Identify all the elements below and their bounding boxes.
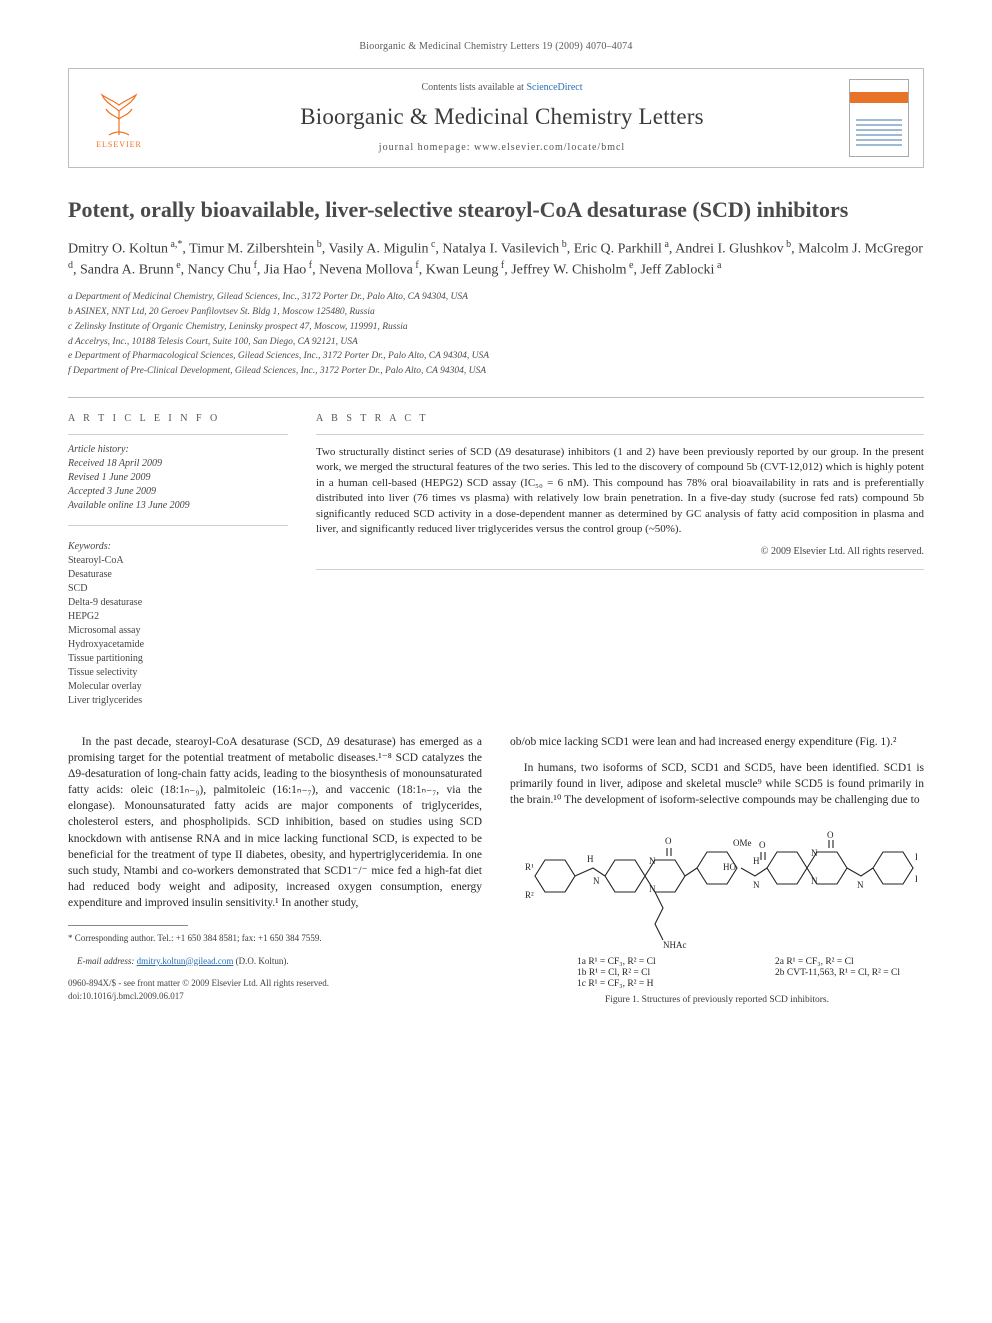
- affiliation: e Department of Pharmacological Sciences…: [68, 350, 924, 364]
- keyword: Liver triglycerides: [68, 694, 288, 708]
- journal-masthead: ELSEVIER Contents lists available at Sci…: [68, 68, 924, 168]
- affiliation: f Department of Pre-Clinical Development…: [68, 365, 924, 379]
- history-revised: Revised 1 June 2009: [68, 471, 288, 485]
- keyword: SCD: [68, 582, 288, 596]
- keyword: Microsomal assay: [68, 624, 288, 638]
- body-paragraph: In humans, two isoforms of SCD, SCD1 and…: [510, 760, 924, 808]
- svg-text:HO: HO: [723, 862, 736, 872]
- affiliation: d Accelrys, Inc., 10188 Telesis Court, S…: [68, 336, 924, 350]
- article-title: Potent, orally bioavailable, liver-selec…: [68, 196, 924, 224]
- publisher-name: ELSEVIER: [96, 139, 142, 150]
- corresponding-author-footnote: * Corresponding author. Tel.: +1 650 384…: [68, 932, 482, 945]
- masthead-center: Contents lists available at ScienceDirec…: [155, 81, 849, 155]
- abstract-copyright: © 2009 Elsevier Ltd. All rights reserved…: [316, 545, 924, 559]
- body-paragraph: In the past decade, stearoyl-CoA desatur…: [68, 734, 482, 911]
- body-paragraph: ob/ob mice lacking SCD1 were lean and ha…: [510, 734, 924, 750]
- article-info-heading: A R T I C L E I N F O: [68, 412, 288, 426]
- email-footnote: E-mail address: dmitry.koltun@gilead.com…: [68, 955, 482, 968]
- abstract-text: Two structurally distinct series of SCD …: [316, 445, 924, 537]
- keyword: Delta-9 desaturase: [68, 596, 288, 610]
- doi-line: doi:10.1016/j.bmcl.2009.06.017: [68, 990, 482, 1003]
- sciencedirect-link[interactable]: ScienceDirect: [526, 82, 582, 93]
- journal-cover-thumbnail: [849, 79, 909, 157]
- keyword: Stearoyl-CoA: [68, 554, 288, 568]
- corresponding-email-link[interactable]: dmitry.koltun@gilead.com: [137, 956, 234, 966]
- svg-text:R¹: R¹: [525, 862, 534, 872]
- svg-text:2a R¹ = CF₃, R² = Cl: 2a R¹ = CF₃, R² = Cl: [775, 957, 854, 967]
- svg-text:R²: R²: [525, 890, 534, 900]
- svg-text:N: N: [857, 880, 864, 890]
- abstract-heading: A B S T R A C T: [316, 412, 924, 426]
- divider: [68, 434, 288, 435]
- divider: [316, 434, 924, 435]
- keyword: Desaturase: [68, 568, 288, 582]
- affiliation: a Department of Medicinal Chemistry, Gil…: [68, 291, 924, 305]
- contents-prefix: Contents lists available at: [421, 82, 526, 93]
- svg-text:O: O: [665, 836, 672, 846]
- journal-reference: Bioorganic & Medicinal Chemistry Letters…: [68, 40, 924, 54]
- divider: [316, 569, 924, 570]
- body-two-column: In the past decade, stearoyl-CoA desatur…: [68, 734, 924, 1008]
- svg-text:NHAc: NHAc: [663, 940, 687, 950]
- svg-text:OMe: OMe: [733, 838, 752, 848]
- figure-1-caption: Figure 1. Structures of previously repor…: [510, 994, 924, 1007]
- keyword: Tissue selectivity: [68, 666, 288, 680]
- figure-1-structures: R¹ R² H N N N O: [517, 818, 917, 988]
- keyword: HEPG2: [68, 610, 288, 624]
- history-received: Received 18 April 2009: [68, 457, 288, 471]
- affiliation: b ASINEX, NNT Ltd, 20 Geroev Panfilovtse…: [68, 306, 924, 320]
- info-abstract-row: A R T I C L E I N F O Article history: R…: [68, 397, 924, 708]
- front-matter-meta: 0960-894X/$ - see front matter © 2009 El…: [68, 977, 482, 1002]
- elsevier-tree-icon: [92, 85, 146, 139]
- svg-text:1c R¹ = CF₃, R² = H: 1c R¹ = CF₃, R² = H: [577, 979, 654, 988]
- page: Bioorganic & Medicinal Chemistry Letters…: [0, 0, 992, 1038]
- svg-text:O: O: [827, 830, 834, 840]
- svg-text:H: H: [587, 854, 594, 864]
- keyword: Hydroxyacetamide: [68, 638, 288, 652]
- figure-1: R¹ R² H N N N O: [510, 818, 924, 1007]
- history-label: Article history:: [68, 443, 288, 457]
- svg-text:N: N: [593, 876, 600, 886]
- email-label: E-mail address:: [77, 956, 134, 966]
- publisher-logo: ELSEVIER: [83, 80, 155, 156]
- footnote-rule: [68, 925, 188, 926]
- svg-text:N: N: [811, 876, 818, 886]
- history-online: Available online 13 June 2009: [68, 499, 288, 513]
- svg-text:R²: R²: [915, 874, 917, 884]
- contents-available-line: Contents lists available at ScienceDirec…: [155, 81, 849, 95]
- journal-homepage: journal homepage: www.elsevier.com/locat…: [155, 141, 849, 155]
- affiliation: c Zelinsky Institute of Organic Chemistr…: [68, 321, 924, 335]
- svg-text:1b R¹ = Cl, R² = Cl: 1b R¹ = Cl, R² = Cl: [577, 968, 651, 978]
- keyword: Tissue partitioning: [68, 652, 288, 666]
- svg-text:R¹: R¹: [915, 852, 917, 862]
- svg-text:1a R¹ = CF₃, R² = Cl: 1a R¹ = CF₃, R² = Cl: [577, 957, 656, 967]
- author-list: Dmitry O. Koltun a,*, Timur M. Zilbersht…: [68, 238, 924, 282]
- svg-text:H: H: [753, 856, 760, 866]
- affiliations: a Department of Medicinal Chemistry, Gil…: [68, 291, 924, 379]
- keywords-label: Keywords:: [68, 540, 288, 554]
- email-suffix: (D.O. Koltun).: [236, 956, 289, 966]
- keyword: Molecular overlay: [68, 680, 288, 694]
- issn-line: 0960-894X/$ - see front matter © 2009 El…: [68, 977, 482, 990]
- svg-text:N: N: [649, 856, 656, 866]
- svg-text:O: O: [759, 840, 766, 850]
- history-accepted: Accepted 3 June 2009: [68, 485, 288, 499]
- svg-text:2b CVT-11,563, R¹ = Cl, R² = C: 2b CVT-11,563, R¹ = Cl, R² = Cl: [775, 968, 900, 978]
- journal-title: Bioorganic & Medicinal Chemistry Letters: [155, 101, 849, 133]
- abstract-column: A B S T R A C T Two structurally distinc…: [316, 412, 924, 708]
- divider: [68, 525, 288, 526]
- article-info-column: A R T I C L E I N F O Article history: R…: [68, 412, 288, 708]
- svg-text:N: N: [753, 880, 760, 890]
- svg-text:N: N: [811, 848, 818, 858]
- article-history: Article history: Received 18 April 2009 …: [68, 443, 288, 513]
